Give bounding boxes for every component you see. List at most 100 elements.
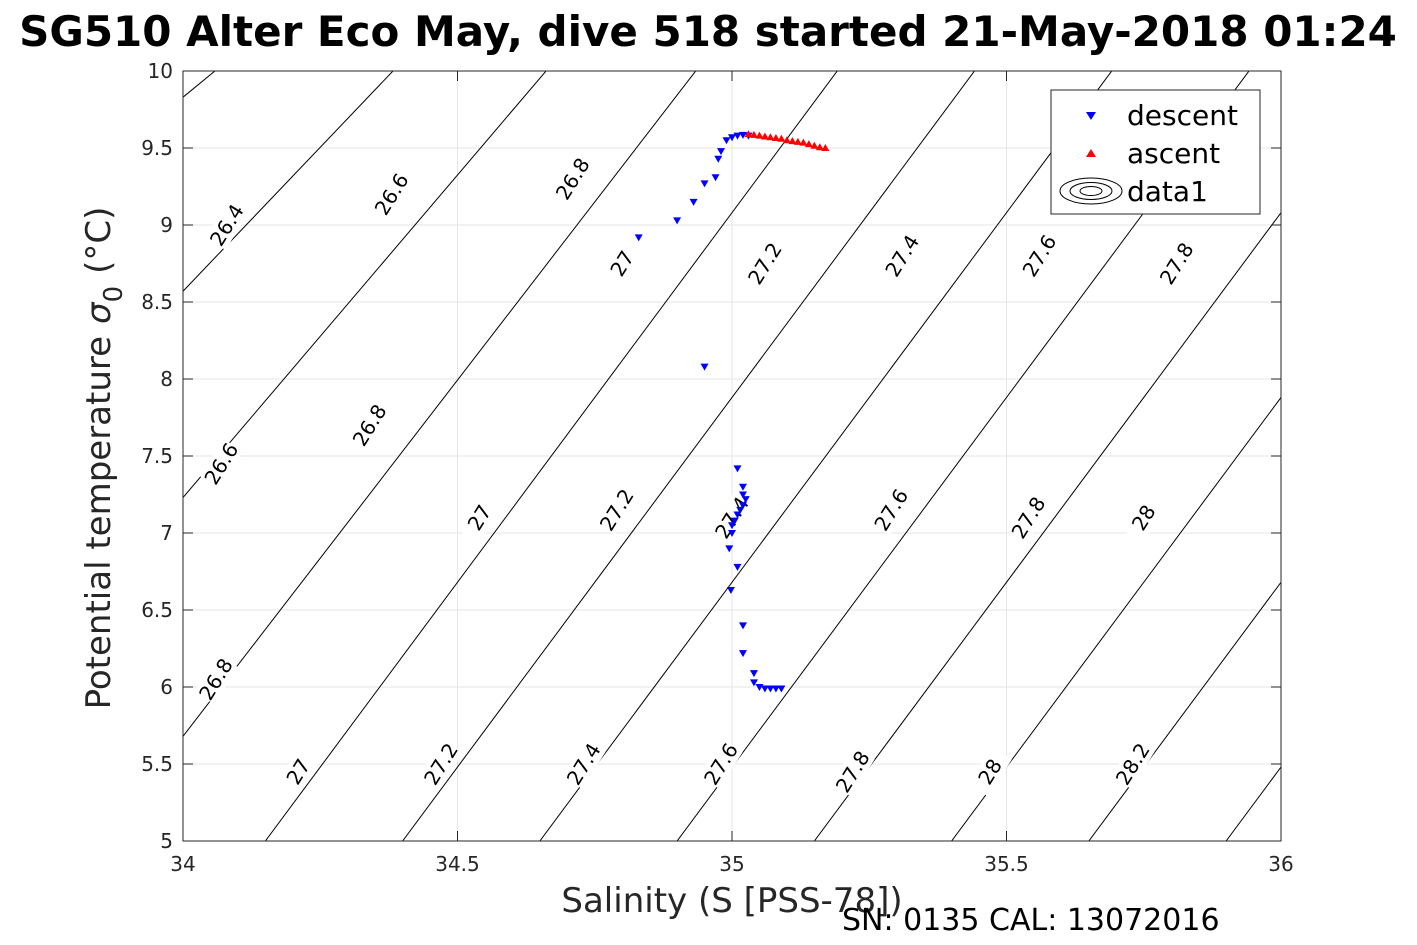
ascent-point bbox=[799, 138, 808, 146]
ascent-point bbox=[744, 130, 753, 138]
legend-ascent-marker bbox=[1086, 149, 1096, 157]
descent-point bbox=[766, 685, 775, 693]
y-tick-label: 8 bbox=[160, 367, 173, 391]
legend-descent-marker bbox=[1086, 112, 1096, 120]
descent-point bbox=[673, 217, 682, 225]
ascent-point bbox=[782, 136, 791, 144]
descent-point bbox=[771, 685, 780, 693]
contour-label-background bbox=[419, 738, 463, 790]
legend-data1-label: data1 bbox=[1127, 175, 1208, 208]
ascent-point bbox=[771, 133, 780, 141]
descent-point bbox=[714, 155, 723, 163]
descent-point bbox=[738, 502, 747, 510]
descent-point bbox=[725, 545, 734, 553]
y-tick-label: 6.5 bbox=[141, 598, 173, 622]
descent-point bbox=[738, 650, 747, 658]
isopycnal-line bbox=[402, 71, 976, 841]
x-axis-label: Salinity (S [PSS-78]) bbox=[561, 881, 902, 921]
density-contours bbox=[183, 71, 1281, 841]
descent-point bbox=[738, 483, 747, 491]
ascent-point bbox=[793, 137, 802, 145]
contour-label-background bbox=[968, 746, 1012, 797]
y-axis-ticks: 5 5.5 6 6.5 7 7.5 8 8.5 9 9.5 10 bbox=[141, 59, 1281, 853]
descent-point bbox=[726, 586, 735, 594]
isopycnal-line bbox=[813, 211, 1281, 841]
contour-label-background bbox=[1017, 230, 1062, 281]
y-tick-label: 5 bbox=[160, 829, 173, 853]
legend-ascent-label: ascent bbox=[1127, 137, 1220, 170]
descent-point bbox=[733, 132, 742, 140]
chart-title: SG510 Alter Eco May, dive 518 started 21… bbox=[19, 7, 1397, 56]
descent-point bbox=[738, 131, 747, 139]
contour-label-background bbox=[369, 169, 414, 220]
descent-point bbox=[749, 670, 758, 678]
descent-point bbox=[738, 622, 747, 630]
descent-point bbox=[717, 148, 726, 156]
y-tick-label: 9.5 bbox=[141, 136, 173, 160]
descent-point bbox=[711, 174, 720, 182]
legend-box bbox=[1050, 89, 1261, 215]
ascent-point bbox=[804, 140, 813, 148]
contour-label-background bbox=[1006, 492, 1051, 543]
isopycnal-line bbox=[183, 71, 394, 292]
ascent-point bbox=[821, 144, 830, 151]
contour-label-background bbox=[1110, 738, 1155, 790]
ascent-point bbox=[749, 130, 758, 138]
y-tick-label: 7 bbox=[160, 521, 173, 545]
x-tick-label: 34.5 bbox=[435, 852, 480, 876]
y-tick-label: 10 bbox=[148, 59, 173, 83]
descent-point bbox=[777, 685, 786, 693]
descent-point bbox=[733, 465, 742, 473]
y-tick-label: 8.5 bbox=[141, 290, 173, 314]
descent-point bbox=[733, 511, 742, 519]
contour-label-background bbox=[743, 238, 787, 289]
ascent-point bbox=[766, 133, 775, 141]
legend: descent ascent data1 bbox=[1050, 89, 1261, 215]
data-points bbox=[634, 130, 830, 693]
x-tick-label: 34 bbox=[170, 852, 195, 876]
contour-label-background bbox=[699, 738, 743, 790]
isopycnal-line bbox=[676, 71, 1250, 841]
ascent-point bbox=[815, 143, 824, 151]
isopycnal-line bbox=[1088, 581, 1281, 841]
isopycnal-line bbox=[539, 71, 1113, 841]
descent-point bbox=[760, 685, 769, 693]
descent-point bbox=[722, 137, 731, 145]
contour-label-background bbox=[199, 438, 244, 489]
contour-label-background bbox=[1121, 492, 1166, 543]
isopycnal-line bbox=[183, 71, 547, 498]
y-tick-label: 6 bbox=[160, 675, 173, 699]
descent-point bbox=[728, 134, 736, 142]
ascent-point bbox=[760, 132, 769, 140]
x-tick-label: 36 bbox=[1268, 852, 1293, 876]
descent-point bbox=[733, 563, 742, 571]
y-axis-unit: (°C) bbox=[79, 207, 119, 274]
descent-point bbox=[741, 496, 750, 504]
legend-contour-icon bbox=[1059, 177, 1123, 205]
contour-label-background bbox=[276, 746, 321, 797]
y-tick-label: 7.5 bbox=[141, 444, 173, 468]
descent-point bbox=[728, 530, 736, 537]
x-tick-label: 35 bbox=[719, 852, 744, 876]
descent-point bbox=[700, 180, 709, 188]
descent-point bbox=[700, 363, 709, 371]
y-tick-label: 9 bbox=[160, 213, 173, 237]
y-axis-subscript: 0 bbox=[99, 286, 129, 303]
contour-label-background bbox=[880, 230, 925, 281]
descent-point bbox=[634, 234, 643, 242]
contour-label-background bbox=[600, 238, 645, 289]
contour-label-background bbox=[347, 400, 392, 451]
descent-point bbox=[689, 198, 698, 206]
ascent-point bbox=[788, 137, 797, 145]
isopycnal-line bbox=[183, 71, 697, 737]
x-axis-ticks: 34 34.5 35 35.5 36 bbox=[170, 71, 1294, 876]
legend-descent-label: descent bbox=[1127, 99, 1238, 132]
contour-label-background bbox=[205, 199, 249, 251]
descent-point bbox=[730, 517, 739, 525]
contour-label-background bbox=[550, 153, 595, 204]
descent-point bbox=[738, 491, 747, 499]
ascent-point bbox=[755, 131, 764, 139]
y-axis-label-group: Potential temperature σ0 (°C) bbox=[79, 207, 129, 710]
ascent-point bbox=[777, 134, 786, 142]
ascent-point bbox=[810, 141, 819, 149]
